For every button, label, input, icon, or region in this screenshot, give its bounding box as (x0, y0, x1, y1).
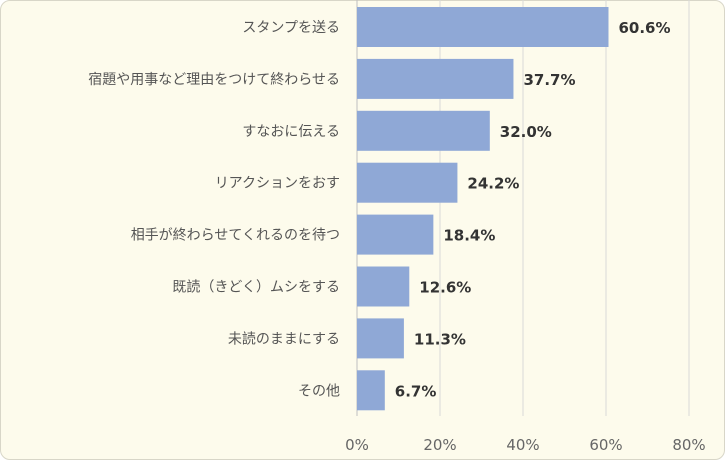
category-label: すなおに伝える (242, 124, 340, 140)
bars (357, 7, 609, 411)
data-label: 12.6% (419, 279, 471, 297)
category-label: 未読のままにする (228, 330, 340, 347)
data-label: 11.3% (414, 330, 466, 348)
bar (357, 370, 385, 411)
data-label: 24.2% (467, 175, 519, 193)
bar (357, 58, 514, 99)
data-labels: 60.6% 37.7% 32.0% 24.2% 18.4% 12.6% 11.3% 6.7% (395, 19, 671, 400)
category-label: その他 (298, 383, 340, 399)
data-label: 37.7% (523, 71, 575, 89)
x-tick-label: 80% (672, 436, 705, 454)
category-label: リアクションをおす (215, 176, 340, 192)
bar (357, 110, 490, 151)
bar (357, 318, 404, 359)
x-tick-label: 40% (506, 436, 539, 454)
category-label: スタンプを送る (242, 20, 340, 36)
data-label: 18.4% (443, 227, 495, 245)
category-label: 相手が終わらせてくれるのを待つ (131, 228, 340, 244)
data-label: 32.0% (500, 123, 552, 141)
data-label: 6.7% (395, 382, 437, 400)
bar (357, 266, 410, 307)
bar (357, 214, 434, 255)
bar (357, 7, 609, 47)
data-label: 60.6% (618, 19, 670, 37)
bar (357, 162, 458, 203)
x-tick-label: 60% (589, 436, 622, 454)
x-tick-label: 0% (345, 436, 369, 454)
x-axis-tick-labels: 0% 20% 40% 60% 80% (345, 436, 706, 454)
category-labels: スタンプを送る宿題や用事など理由をつけて終わらせるすなおに伝えるリアクションをお… (88, 20, 340, 399)
category-label: 既読（きどく）ムシをする (172, 279, 340, 296)
x-tick-label: 20% (423, 436, 456, 454)
category-label: 宿題や用事など理由をつけて終わらせる (88, 71, 340, 88)
